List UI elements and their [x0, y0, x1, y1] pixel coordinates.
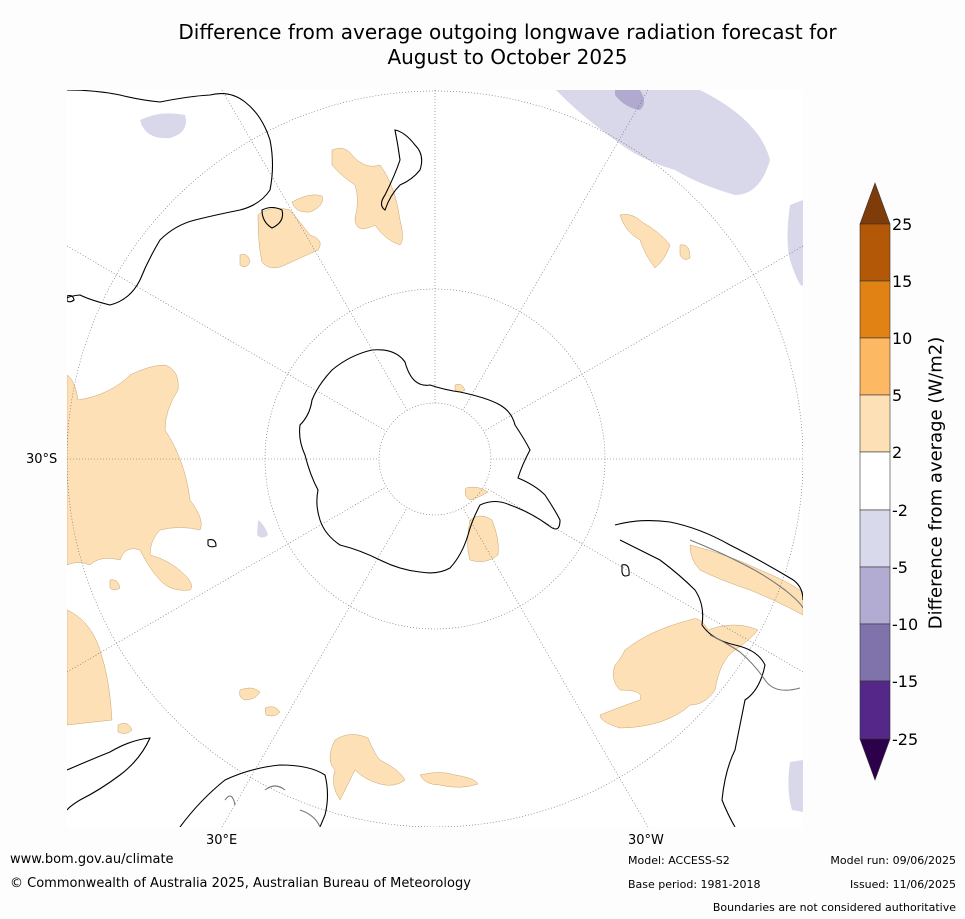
- longitude-label-30e: 30°E: [206, 833, 238, 848]
- andes-border: [689, 539, 803, 691]
- negative-anomaly-patch-nw: [140, 113, 186, 139]
- positive-anomaly-patch-h: [419, 772, 479, 788]
- island-b: [621, 564, 630, 577]
- coastlines: [67, 90, 803, 827]
- copyright-text: © Commonwealth of Australia 2025, Austra…: [10, 876, 471, 891]
- colorbar-segment-2-5: [859, 394, 891, 453]
- africa-coastline: [67, 737, 329, 827]
- colorbar-tick-5: 5: [892, 386, 903, 405]
- colorbar-under-arrow: [859, 738, 891, 781]
- colorbar-tick-25: 25: [892, 215, 913, 234]
- colorbar-segment-neg-10-15: [859, 623, 891, 682]
- positive-anomaly-regions: [67, 148, 803, 801]
- colorbar-segment-neg-2-5: [859, 509, 891, 568]
- colorbar-tick-2: 2: [892, 443, 903, 462]
- positive-anomaly-ridge: [689, 544, 803, 616]
- website-link[interactable]: www.bom.gov.au/climate: [10, 852, 174, 867]
- positive-anomaly-patch-m: [109, 579, 121, 591]
- colorbar-tick-neg25: -25: [892, 730, 919, 749]
- positive-anomaly-patch-k: [117, 723, 133, 734]
- colorbar-segment-10-15: [859, 280, 891, 339]
- base-period: Base period: 1981-2018: [628, 878, 761, 891]
- model-name: Model: ACCESS-S2: [628, 854, 730, 867]
- strong-negative-anomaly-patch: [615, 90, 644, 110]
- colorbar-segment-15-25: [859, 223, 891, 282]
- colorbar-tick-neg10: -10: [892, 615, 919, 634]
- positive-anomaly-patch-e: [619, 214, 671, 269]
- positive-anomaly-patch-c: [331, 148, 403, 246]
- colorbar-tick-neg15: -15: [892, 672, 919, 691]
- antarctica-coastline: [299, 349, 561, 574]
- latitude-label-30s: 30°S: [26, 452, 58, 467]
- colorbar-segment-5-10: [859, 337, 891, 396]
- australia-coastline: [67, 90, 274, 306]
- colorbar-tick-10: 10: [892, 329, 913, 348]
- positive-anomaly-patch-d: [239, 254, 251, 268]
- negative-anomaly-patch-se: [788, 760, 803, 812]
- colorbar: [859, 182, 891, 781]
- positive-anomaly-west-lower: [67, 609, 113, 726]
- island-c: [67, 294, 75, 303]
- colorbar-tick-15: 15: [892, 272, 913, 291]
- issued-date: Issued: 11/06/2025: [849, 878, 956, 891]
- political-borders: [224, 539, 803, 827]
- negative-anomaly-region-east: [787, 200, 803, 286]
- title-line-1: Difference from average outgoing longwav…: [178, 20, 837, 44]
- colorbar-title: Difference from average (W/m2): [925, 336, 947, 630]
- negative-anomaly-patch-west: [257, 520, 268, 538]
- colorbar-tick-neg2: -2: [892, 501, 908, 520]
- tasmania-coastline: [261, 206, 284, 229]
- positive-anomaly-patch-a: [257, 208, 321, 269]
- positive-anomaly-near-antarctica: [464, 486, 489, 501]
- positive-anomaly-patch-i: [239, 687, 261, 701]
- colorbar-tick-neg5: -5: [892, 558, 908, 577]
- new-zealand-coastline: [380, 129, 423, 211]
- boundaries-disclaimer: Boundaries are not considered authoritat…: [712, 901, 956, 914]
- southern-africa-border: [224, 785, 321, 827]
- title-line-2: August to October 2025: [387, 45, 628, 69]
- model-run-date: Model run: 09/06/2025: [830, 854, 956, 867]
- positive-anomaly-peninsula: [467, 515, 499, 562]
- positive-anomaly-west-large: [67, 364, 202, 591]
- colorbar-segment-neutral: [859, 451, 891, 511]
- negative-anomaly-region-north: [556, 90, 770, 195]
- positive-anomaly-patch-f: [679, 244, 691, 260]
- map-title: Difference from average outgoing longwav…: [0, 20, 965, 70]
- island-a: [207, 539, 217, 548]
- colorbar-over-arrow: [859, 182, 891, 225]
- positive-anomaly-south-large: [599, 618, 759, 729]
- graticule: [67, 90, 803, 827]
- positive-anomaly-patch-g: [329, 734, 406, 801]
- longitude-label-30w: 30°W: [628, 833, 664, 848]
- positive-anomaly-patch-b: [291, 194, 323, 213]
- colorbar-segment-neg-15-25: [859, 680, 891, 740]
- positive-anomaly-patch-j: [264, 706, 281, 717]
- colorbar-segment-neg-5-10: [859, 566, 891, 625]
- south-america-coastline: [614, 519, 803, 827]
